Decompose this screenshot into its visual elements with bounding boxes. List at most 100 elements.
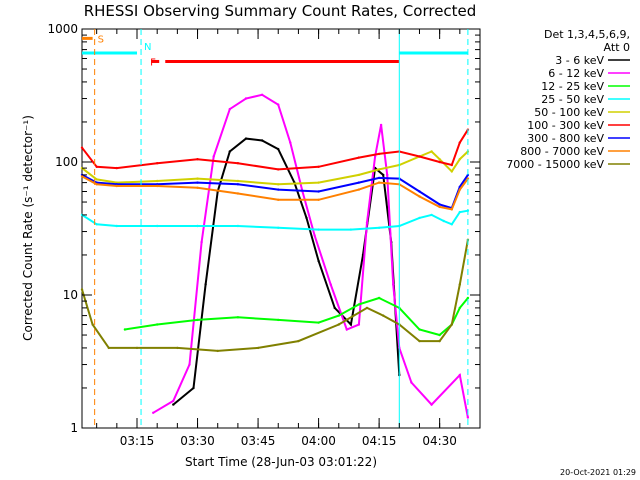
data-point (236, 179, 240, 183)
data-point (196, 186, 199, 189)
data-point (244, 137, 248, 140)
data-point (297, 339, 300, 343)
legend-label: 300 - 800 keV (527, 132, 604, 145)
data-point (438, 205, 441, 209)
data-point (172, 403, 175, 406)
x-tick-label: 04:00 (301, 434, 336, 448)
data-point (115, 224, 119, 228)
data-point (95, 223, 98, 226)
data-point (450, 223, 453, 226)
data-point (418, 190, 421, 193)
data-point (313, 234, 316, 237)
data-point (365, 221, 369, 224)
series-6 (80, 128, 470, 171)
data-point (349, 323, 353, 326)
legend-label: 50 - 100 keV (534, 106, 604, 119)
series-1 (172, 137, 401, 406)
data-point (329, 283, 332, 286)
data-point (450, 170, 453, 173)
legend-label: 6 - 12 keV (548, 67, 604, 80)
data-point (357, 156, 361, 159)
y-axis-label: Corrected Count Rate (s⁻¹ detector⁻¹) (21, 115, 35, 341)
y-tick-label: 1000 (47, 22, 78, 36)
data-point (196, 177, 199, 180)
data-point (135, 346, 139, 350)
data-point (337, 314, 340, 317)
data-point (95, 183, 98, 186)
data-point (317, 190, 320, 193)
data-point (438, 333, 441, 337)
x-tick-label: 03:30 (180, 434, 215, 448)
data-point (357, 173, 361, 177)
data-point (95, 178, 98, 181)
data-point (277, 198, 280, 201)
data-point (80, 288, 84, 291)
data-point (260, 139, 264, 142)
data-point (277, 168, 280, 171)
legend-header-attenuator: Att 0 (604, 41, 630, 54)
data-point (277, 183, 280, 186)
legend-label: 3 - 6 keV (555, 54, 604, 67)
data-point (277, 147, 280, 151)
data-point (244, 97, 248, 100)
data-point (418, 195, 421, 198)
data-point (357, 323, 361, 326)
status-bars (82, 36, 468, 63)
legend-label: 7000 - 15000 keV (506, 158, 604, 171)
x-tick-label: 03:15 (120, 434, 155, 448)
series-line (152, 93, 469, 418)
data-point (228, 107, 231, 111)
status-annotations: S NF (98, 34, 156, 68)
data-point (458, 210, 461, 214)
data-point (386, 173, 389, 177)
data-point (156, 184, 159, 188)
data-point (392, 283, 395, 286)
data-point (152, 411, 155, 414)
data-point (80, 175, 84, 178)
data-point (107, 346, 111, 350)
data-point (418, 216, 421, 220)
y-axis: 1 10 100 1000 (47, 22, 480, 435)
data-point (156, 183, 159, 186)
data-point (382, 173, 385, 177)
data-point (260, 93, 264, 97)
data-point (373, 155, 377, 158)
data-point (430, 403, 433, 406)
data-point (91, 323, 94, 326)
data-point (277, 318, 280, 322)
data-point (377, 296, 381, 300)
data-point (216, 349, 219, 353)
annotation-f: F (150, 57, 156, 68)
plot-area: S NF (80, 28, 481, 429)
series-9 (80, 238, 470, 353)
data-point (289, 141, 292, 144)
data-point (212, 155, 215, 158)
data-point (196, 181, 199, 184)
data-point (377, 176, 381, 180)
series-line (81, 239, 469, 352)
data-point (317, 259, 320, 263)
data-point (196, 318, 199, 322)
data-point (410, 381, 413, 384)
data-point (382, 314, 385, 317)
data-point (95, 165, 98, 168)
data-point (345, 328, 348, 331)
data-point (349, 228, 353, 231)
data-point (317, 198, 320, 201)
data-point (115, 181, 119, 184)
data-point (305, 216, 308, 220)
x-tick-label: 03:45 (241, 434, 276, 448)
data-point (377, 168, 381, 171)
data-point (458, 141, 461, 144)
data-point (418, 339, 421, 343)
data-point (317, 228, 320, 231)
data-point (228, 150, 231, 153)
legend-label: 800 - 7000 keV (520, 145, 604, 158)
x-tick-label: 04:15 (362, 434, 397, 448)
y-tick-label: 100 (55, 155, 78, 169)
data-point (156, 224, 159, 228)
data-point (357, 303, 361, 306)
data-point (377, 152, 381, 156)
data-point (196, 224, 199, 228)
data-point (458, 306, 461, 310)
